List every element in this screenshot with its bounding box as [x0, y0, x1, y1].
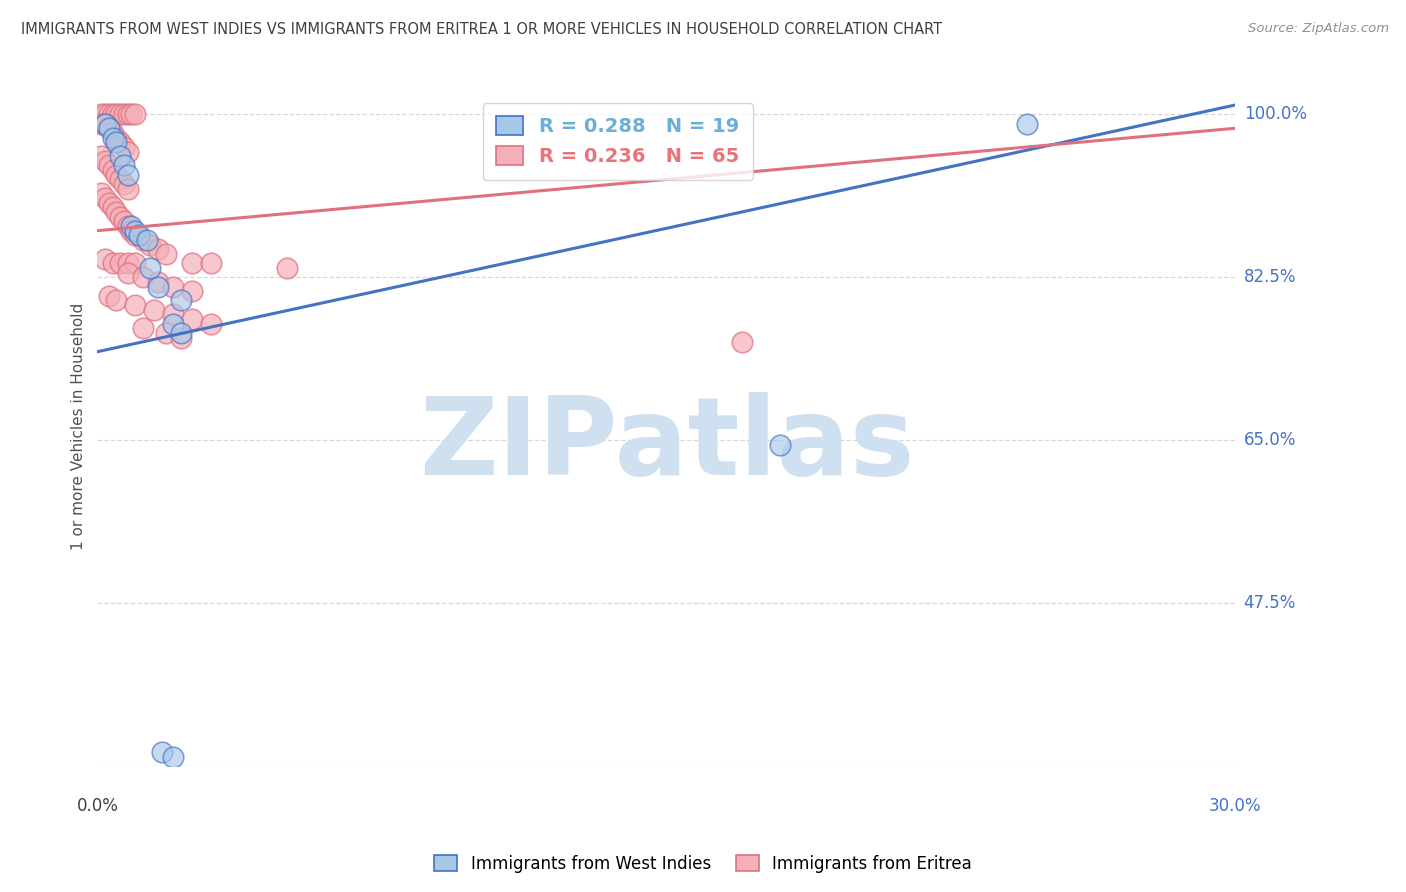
Point [1015, 117, 1038, 131]
Point [121, 219, 143, 233]
Text: IMMIGRANTS FROM WEST INDIES VS IMMIGRANTS FROM ERITREA 1 OR MORE VEHICLES IN HOU: IMMIGRANTS FROM WEST INDIES VS IMMIGRANT… [21, 22, 942, 37]
Point [105, 293, 128, 308]
Point [94, 252, 117, 266]
Point [94, 153, 117, 168]
Point [124, 228, 146, 243]
Point [121, 224, 143, 238]
Point [97, 121, 120, 136]
Point [162, 749, 184, 764]
Point [276, 260, 298, 275]
Text: 47.5%: 47.5% [1244, 594, 1296, 612]
Point [101, 107, 124, 121]
Point [90, 107, 112, 121]
Point [108, 107, 131, 121]
Point [155, 326, 177, 340]
Point [101, 126, 124, 140]
Point [135, 233, 157, 247]
Point [90, 149, 112, 163]
Point [769, 438, 792, 452]
Point [124, 256, 146, 270]
Point [117, 219, 139, 233]
Point [181, 312, 204, 326]
Point [146, 279, 169, 293]
Point [181, 284, 204, 298]
Point [155, 247, 177, 261]
Point [139, 260, 162, 275]
Point [170, 772, 193, 787]
Point [181, 256, 204, 270]
Point [97, 159, 120, 173]
Point [112, 177, 135, 191]
Point [117, 266, 139, 280]
Point [94, 107, 117, 121]
Point [124, 224, 146, 238]
Point [200, 256, 222, 270]
Point [105, 107, 128, 121]
Point [150, 745, 173, 759]
Point [139, 237, 162, 252]
Point [97, 195, 120, 210]
Text: 65.0%: 65.0% [1244, 431, 1296, 450]
Point [143, 302, 166, 317]
Text: 0.0%: 0.0% [76, 797, 118, 814]
Point [108, 172, 131, 186]
Text: 30.0%: 30.0% [1209, 797, 1261, 814]
Point [101, 201, 124, 215]
Y-axis label: 1 or more Vehicles in Household: 1 or more Vehicles in Household [72, 302, 86, 549]
Point [124, 298, 146, 312]
Point [97, 121, 120, 136]
Point [124, 107, 146, 121]
Point [132, 321, 155, 335]
Point [170, 331, 193, 345]
Point [90, 186, 112, 201]
Point [101, 256, 124, 270]
Point [94, 191, 117, 205]
Point [162, 308, 184, 322]
Point [101, 163, 124, 178]
Point [112, 107, 135, 121]
Text: 82.5%: 82.5% [1244, 268, 1296, 286]
Text: 100.0%: 100.0% [1244, 105, 1306, 123]
Legend: R = 0.288   N = 19, R = 0.236   N = 65: R = 0.288 N = 19, R = 0.236 N = 65 [482, 103, 752, 179]
Point [170, 293, 193, 308]
Point [105, 168, 128, 182]
Text: Source: ZipAtlas.com: Source: ZipAtlas.com [1249, 22, 1389, 36]
Text: ZIPatlas: ZIPatlas [419, 392, 914, 498]
Point [97, 289, 120, 303]
Point [162, 279, 184, 293]
Point [108, 210, 131, 224]
Point [117, 145, 139, 159]
Point [132, 270, 155, 285]
Point [108, 135, 131, 149]
Point [170, 326, 193, 340]
Point [105, 130, 128, 145]
Point [90, 117, 112, 131]
Point [112, 159, 135, 173]
Point [117, 168, 139, 182]
Point [97, 107, 120, 121]
Point [146, 242, 169, 256]
Point [108, 256, 131, 270]
Point [117, 107, 139, 121]
Point [162, 317, 184, 331]
Point [117, 256, 139, 270]
Point [112, 214, 135, 228]
Point [121, 107, 143, 121]
Point [117, 182, 139, 196]
Point [105, 205, 128, 219]
Point [101, 130, 124, 145]
Point [132, 233, 155, 247]
Point [94, 117, 117, 131]
Legend: Immigrants from West Indies, Immigrants from Eritrea: Immigrants from West Indies, Immigrants … [427, 848, 979, 880]
Point [731, 335, 754, 350]
Point [105, 135, 128, 149]
Point [128, 228, 150, 243]
Point [112, 140, 135, 154]
Point [200, 317, 222, 331]
Point [146, 275, 169, 289]
Point [94, 117, 117, 131]
Point [108, 149, 131, 163]
